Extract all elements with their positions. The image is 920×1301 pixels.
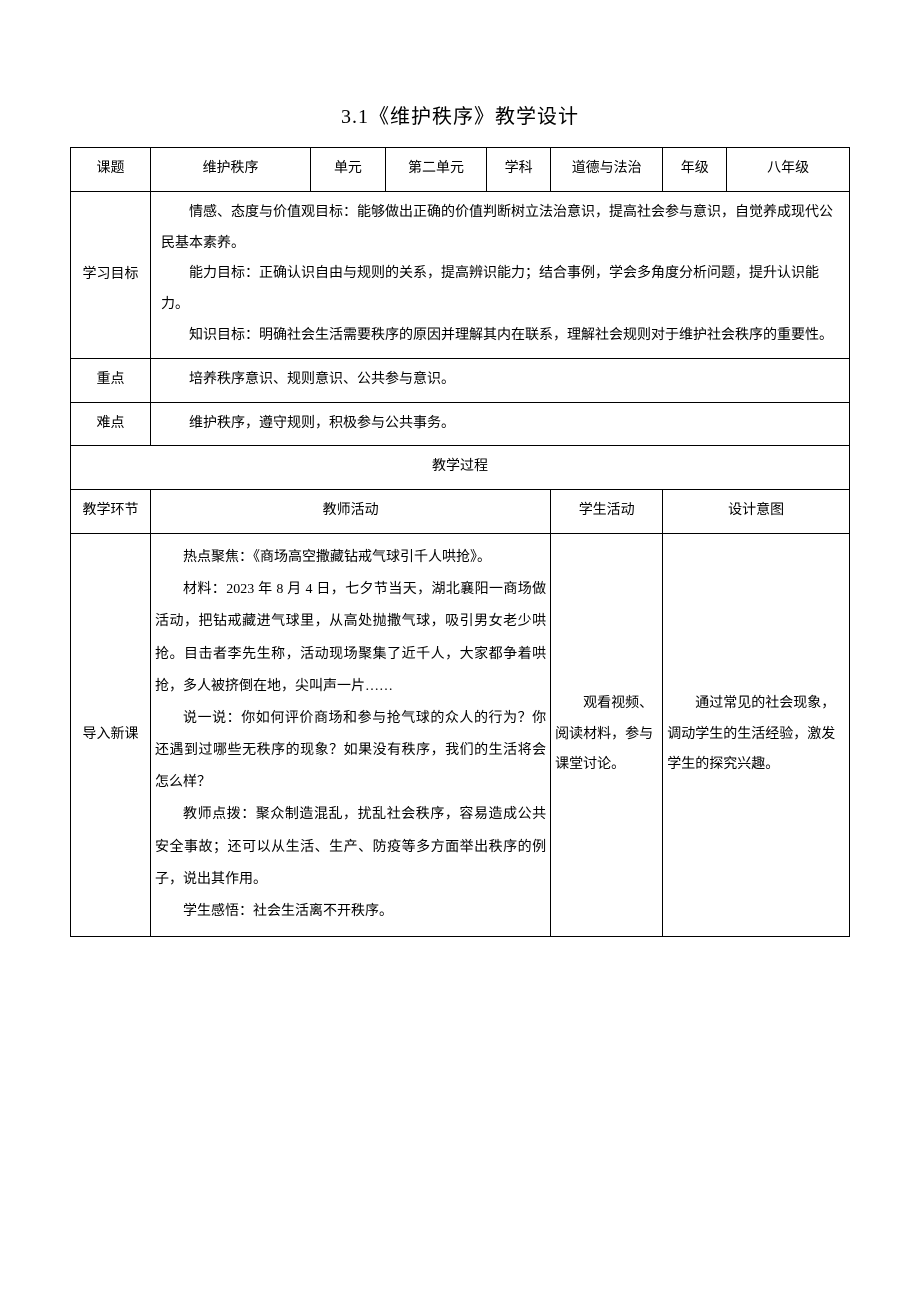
process-title: 教学过程 (71, 446, 850, 490)
intro-p5: 学生感悟：社会生活离不开秩序。 (155, 896, 546, 928)
keypoint-content: 培养秩序意识、规则意识、公共参与意识。 (151, 358, 850, 402)
intro-p1: 热点聚焦：《商场高空撒藏钻戒气球引千人哄抢》。 (155, 542, 546, 574)
intro-p3: 说一说：你如何评价商场和参与抢气球的众人的行为？你还遇到过哪些无秩序的现象？如果… (155, 703, 546, 800)
label-topic: 课题 (71, 148, 151, 192)
intro-teacher: 热点聚焦：《商场高空撒藏钻戒气球引千人哄抢》。 材料：2023 年 8 月 4 … (151, 533, 551, 936)
intro-intent: 通过常见的社会现象，调动学生的生活经验，激发学生的探究兴趣。 (663, 533, 850, 936)
keypoint-row: 重点 培养秩序意识、规则意识、公共参与意识。 (71, 358, 850, 402)
label-subject: 学科 (487, 148, 551, 192)
col-intent: 设计意图 (663, 490, 850, 534)
value-subject: 道德与法治 (551, 148, 663, 192)
label-unit: 单元 (311, 148, 386, 192)
label-difficulty: 难点 (71, 402, 151, 446)
document-title: 3.1《维护秩序》教学设计 (70, 100, 850, 129)
value-unit: 第二单元 (385, 148, 486, 192)
intro-stage: 导入新课 (71, 533, 151, 936)
difficulty-content: 维护秩序，遵守规则，积极参与公共事务。 (151, 402, 850, 446)
difficulty-row: 难点 维护秩序，遵守规则，积极参与公共事务。 (71, 402, 850, 446)
value-grade: 八年级 (727, 148, 850, 192)
intro-row: 导入新课 热点聚焦：《商场高空撒藏钻戒气球引千人哄抢》。 材料：2023 年 8… (71, 533, 850, 936)
goals-content: 情感、态度与价值观目标：能够做出正确的价值判断树立法治意识，提高社会参与意识，自… (151, 191, 850, 358)
goal-emotion: 情感、态度与价值观目标：能够做出正确的价值判断树立法治意识，提高社会参与意识，自… (161, 198, 839, 260)
process-header-row: 教学环节 教师活动 学生活动 设计意图 (71, 490, 850, 534)
col-stage: 教学环节 (71, 490, 151, 534)
label-keypoint: 重点 (71, 358, 151, 402)
intro-student: 观看视频、阅读材料，参与课堂讨论。 (551, 533, 663, 936)
intro-p2: 材料：2023 年 8 月 4 日，七夕节当天，湖北襄阳一商场做活动，把钻戒藏进… (155, 574, 546, 703)
header-row: 课题 维护秩序 单元 第二单元 学科 道德与法治 年级 八年级 (71, 148, 850, 192)
goal-ability: 能力目标：正确认识自由与规则的关系，提高辨识能力；结合事例，学会多角度分析问题，… (161, 259, 839, 321)
lesson-plan-table: 课题 维护秩序 单元 第二单元 学科 道德与法治 年级 八年级 学习目标 情感、… (70, 147, 850, 937)
goal-knowledge: 知识目标：明确社会生活需要秩序的原因并理解其内在联系，理解社会规则对于维护社会秩… (161, 321, 839, 352)
value-topic: 维护秩序 (151, 148, 311, 192)
intro-p4: 教师点拨：聚众制造混乱，扰乱社会秩序，容易造成公共安全事故；还可以从生活、生产、… (155, 799, 546, 896)
col-teacher: 教师活动 (151, 490, 551, 534)
goals-row: 学习目标 情感、态度与价值观目标：能够做出正确的价值判断树立法治意识，提高社会参… (71, 191, 850, 358)
label-grade: 年级 (663, 148, 727, 192)
process-title-row: 教学过程 (71, 446, 850, 490)
col-student: 学生活动 (551, 490, 663, 534)
label-goals: 学习目标 (71, 191, 151, 358)
